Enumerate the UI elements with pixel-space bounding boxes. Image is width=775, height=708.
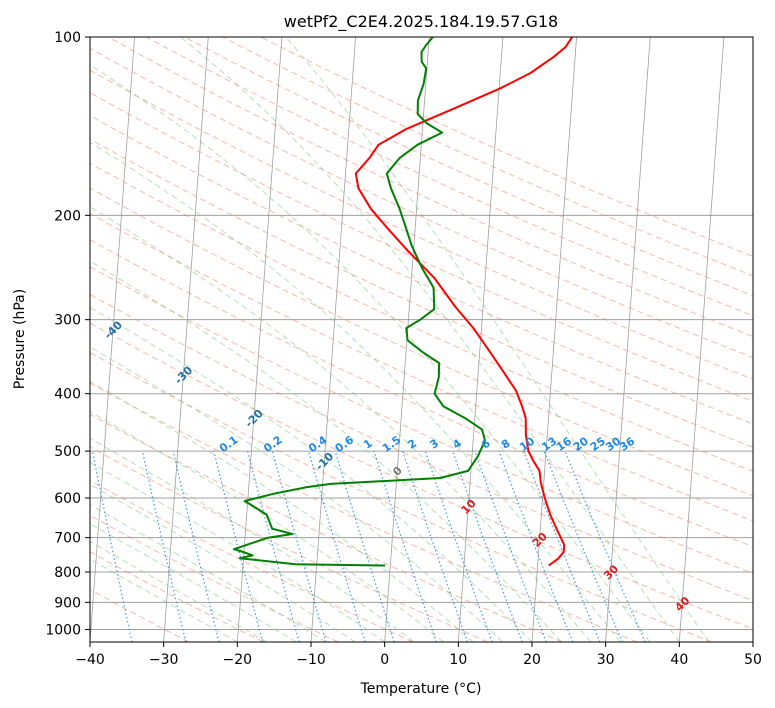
x-tick-label: −20 bbox=[223, 652, 253, 668]
dry-adiabat-line bbox=[184, 37, 753, 297]
x-axis: −40 −30 −20 −10 0 10 20 30 40 50 bbox=[75, 642, 762, 668]
dry-adiabat-line bbox=[90, 413, 563, 642]
moist-adiabat-line bbox=[90, 461, 385, 642]
y-tick-label: 900 bbox=[54, 595, 81, 611]
mixing-ratio-line bbox=[213, 450, 264, 642]
x-tick-label: −10 bbox=[296, 652, 326, 668]
dry-adiabat-line bbox=[90, 322, 753, 630]
x-tick-label: 0 bbox=[380, 652, 389, 668]
chart-title: wetPf2_C2E4.2025.184.19.57.G18 bbox=[284, 12, 558, 32]
x-tick-label: 40 bbox=[670, 652, 688, 668]
moist-adiabat-line bbox=[90, 523, 297, 642]
moist-adiabat-line bbox=[90, 410, 444, 642]
moist-adiabat-line bbox=[90, 541, 268, 642]
y-tick-label: 600 bbox=[54, 491, 81, 507]
moist-adiabat-line bbox=[90, 206, 592, 642]
moist-adiabat-line bbox=[90, 306, 533, 642]
moist-adiabat-line bbox=[90, 64, 651, 642]
mixing-ratio-line bbox=[474, 450, 547, 642]
dry-adiabat-line bbox=[90, 138, 753, 448]
moist-adiabat-line bbox=[90, 437, 415, 642]
isotherm-line bbox=[531, 37, 577, 642]
x-axis-label: Temperature (°C) bbox=[360, 681, 482, 697]
mixing-ratio-line bbox=[172, 450, 220, 642]
y-axis: 100 200 300 400 500 600 700 800 900 1000 bbox=[45, 30, 90, 638]
dry-adiabat-line bbox=[90, 446, 488, 642]
x-tick-label: 30 bbox=[597, 652, 615, 668]
isotherm-line bbox=[236, 37, 283, 642]
x-tick-label: −30 bbox=[149, 652, 179, 668]
moist-adiabat-line bbox=[179, 37, 680, 642]
mixing-ratio-line bbox=[452, 450, 523, 642]
dry-adiabat-line bbox=[90, 115, 753, 425]
y-tick-label: 500 bbox=[54, 444, 81, 460]
dry-adiabat-line bbox=[90, 213, 753, 522]
x-tick-label: 10 bbox=[449, 652, 467, 668]
moist-adiabat-line bbox=[90, 558, 238, 642]
mixing-ratio-line bbox=[141, 450, 187, 642]
mixing-ratio-line bbox=[334, 450, 395, 642]
dewpoint-line bbox=[232, 37, 486, 567]
y-tick-label: 100 bbox=[54, 30, 81, 46]
y-axis-label: Pressure (hPa) bbox=[12, 289, 28, 389]
mixing-ratio-line bbox=[308, 450, 366, 642]
mixing-ratio-line bbox=[564, 450, 646, 642]
dry-adiabat-line bbox=[90, 588, 190, 642]
isotherm-line bbox=[605, 37, 651, 642]
mixing-ratio-line bbox=[91, 450, 133, 642]
dry-adiabat-line bbox=[90, 551, 264, 642]
background-lines bbox=[90, 37, 753, 642]
moist-adiabat-line bbox=[90, 504, 326, 642]
temperature-line bbox=[354, 37, 574, 567]
isotherm-line bbox=[90, 37, 135, 642]
mixing-ratio-line bbox=[523, 450, 601, 642]
moist-adiabat-line bbox=[90, 141, 621, 642]
x-tick-label: 20 bbox=[523, 652, 541, 668]
y-tick-label: 800 bbox=[54, 565, 81, 581]
x-tick-label: 50 bbox=[744, 652, 762, 668]
dry-adiabat-line bbox=[90, 187, 753, 497]
isotherm-line bbox=[163, 37, 209, 642]
mixing-ratio-line bbox=[247, 450, 300, 642]
dry-adiabat-line bbox=[90, 47, 753, 359]
isotherm-line bbox=[678, 37, 725, 642]
moist-adiabat-line bbox=[90, 380, 474, 642]
mixing-ratio-line bbox=[424, 450, 493, 642]
moist-adiabat-line bbox=[90, 483, 356, 642]
y-tick-label: 300 bbox=[54, 313, 81, 329]
y-tick-label: 1000 bbox=[45, 622, 81, 638]
series-group bbox=[232, 37, 574, 567]
moist-adiabat-line bbox=[285, 37, 710, 642]
mixing-ratio-line bbox=[543, 450, 623, 642]
plot-frame bbox=[89, 36, 754, 643]
mixing-ratio-line bbox=[402, 450, 469, 642]
mixing-ratio-line bbox=[498, 450, 574, 642]
x-tick-label: −40 bbox=[75, 652, 105, 668]
y-tick-label: 200 bbox=[54, 208, 81, 224]
dry-adiabat-line bbox=[90, 351, 712, 642]
y-tick-label: 400 bbox=[54, 387, 81, 403]
y-tick-label: 700 bbox=[54, 531, 81, 547]
dry-adiabat-line bbox=[90, 293, 753, 602]
mixing-ratio-line bbox=[373, 450, 437, 642]
moist-adiabat-line bbox=[90, 260, 562, 642]
dry-adiabat-line bbox=[90, 239, 753, 548]
